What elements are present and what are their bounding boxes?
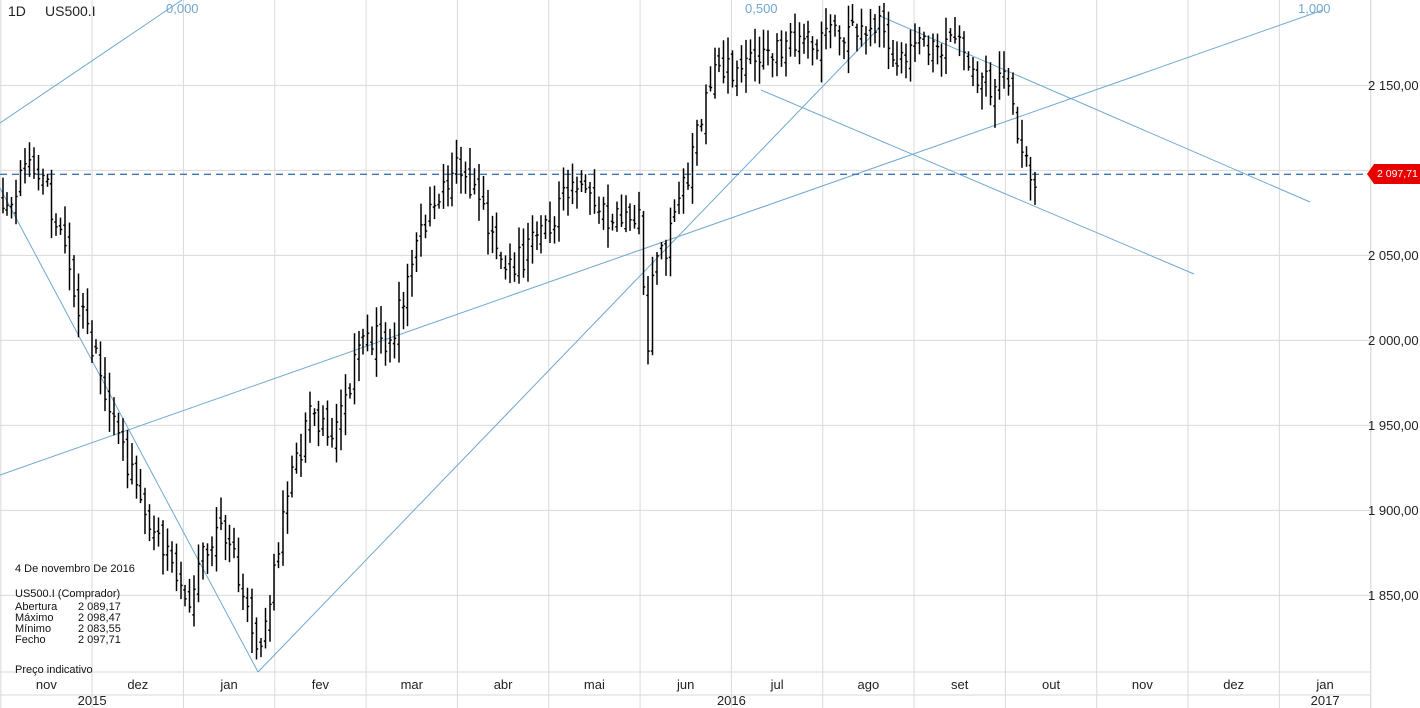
svg-text:2 150,00: 2 150,00 xyxy=(1368,78,1419,93)
svg-text:jan: jan xyxy=(1315,677,1333,692)
svg-text:1 850,00: 1 850,00 xyxy=(1368,588,1419,603)
svg-text:mar: mar xyxy=(401,677,424,692)
svg-text:abr: abr xyxy=(494,677,513,692)
svg-text:dez: dez xyxy=(1223,677,1244,692)
svg-text:jul: jul xyxy=(770,677,784,692)
svg-text:ago: ago xyxy=(858,677,880,692)
svg-text:out: out xyxy=(1042,677,1060,692)
svg-text:mai: mai xyxy=(584,677,605,692)
svg-text:2 000,00: 2 000,00 xyxy=(1368,333,1419,348)
svg-text:dez: dez xyxy=(127,677,148,692)
svg-text:nov: nov xyxy=(36,677,57,692)
svg-text:1 950,00: 1 950,00 xyxy=(1368,418,1419,433)
svg-text:2015: 2015 xyxy=(78,693,107,708)
svg-text:jun: jun xyxy=(676,677,694,692)
svg-text:2017: 2017 xyxy=(1311,693,1340,708)
svg-text:jan: jan xyxy=(219,677,237,692)
svg-text:2016: 2016 xyxy=(717,693,746,708)
svg-text:2 050,00: 2 050,00 xyxy=(1368,248,1419,263)
svg-text:set: set xyxy=(951,677,969,692)
svg-text:fev: fev xyxy=(312,677,330,692)
svg-text:1 900,00: 1 900,00 xyxy=(1368,503,1419,518)
svg-text:nov: nov xyxy=(1132,677,1153,692)
